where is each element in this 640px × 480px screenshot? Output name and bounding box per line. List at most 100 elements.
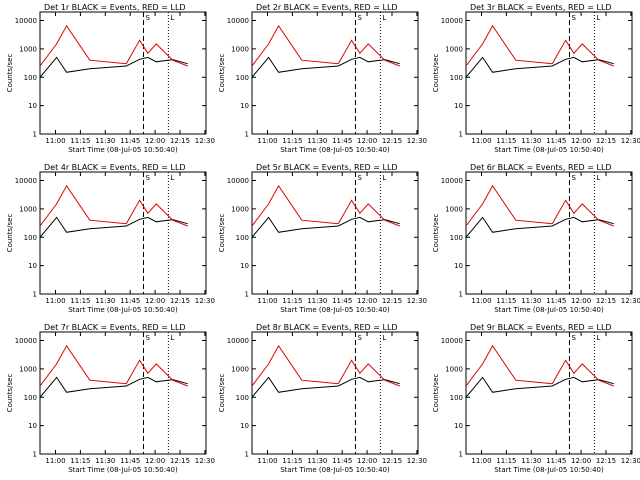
y-tick-label: 1000	[231, 45, 249, 53]
plot-frame	[39, 11, 207, 135]
panel-title: Det 2r BLACK = Events, RED = LLD	[256, 3, 398, 12]
x-tick-label: 11:45	[546, 457, 566, 465]
panel-title: Det 6r BLACK = Events, RED = LLD	[470, 163, 612, 172]
x-tick-label: 12:00	[357, 297, 377, 305]
y-axis-title: Counts/sec	[218, 374, 226, 413]
x-tick-label: 11:00	[471, 137, 491, 145]
x-tick-label: 11:00	[471, 297, 491, 305]
y-axis-title: Counts/sec	[218, 54, 226, 93]
series-line-events	[251, 376, 400, 398]
x-tick-label: 11:30	[307, 457, 327, 465]
x-tick-label: 11:15	[282, 297, 302, 305]
y-tick-label: 1000	[445, 45, 463, 53]
plot-frame	[39, 171, 207, 295]
x-tick-label: 12:15	[170, 137, 190, 145]
y-tick-label: 100	[24, 394, 37, 402]
marker-label: S	[145, 174, 150, 182]
x-tick-label: 12:15	[170, 457, 190, 465]
panel-title: Det 8r BLACK = Events, RED = LLD	[256, 323, 398, 332]
series-line-events	[39, 216, 188, 238]
x-tick-label: 12:15	[596, 137, 616, 145]
y-tick-label: 10000	[441, 337, 463, 345]
x-axis-title: Start Time (08-Jul-05 10:50:40)	[280, 306, 390, 314]
x-tick-label: 11:00	[45, 297, 65, 305]
y-tick-label: 10000	[15, 177, 37, 185]
x-tick-label: 12:15	[596, 457, 616, 465]
series-line-events	[39, 376, 188, 398]
series-line-events	[465, 56, 614, 78]
x-tick-label: 12:15	[382, 457, 402, 465]
x-tick-label: 11:00	[257, 137, 277, 145]
marker-label: L	[596, 334, 600, 342]
series-line-lld	[39, 24, 188, 67]
y-tick-label: 10000	[227, 177, 249, 185]
y-tick-label: 10	[28, 422, 37, 430]
x-tick-label: 11:45	[546, 297, 566, 305]
plot-frame	[465, 331, 633, 455]
panel-1: Det 1r BLACK = Events, RED = LLD 1 10 100 10…	[6, 3, 215, 154]
x-axis-title: Start Time (08-Jul-05 10:50:40)	[494, 306, 604, 314]
series-line-events	[465, 376, 614, 398]
y-tick-label: 1	[33, 451, 37, 459]
marker-label: L	[382, 334, 386, 342]
y-tick-label: 1	[459, 131, 463, 139]
plot-frame	[465, 11, 633, 135]
y-axis-title: Counts/sec	[6, 374, 14, 413]
y-tick-label: 100	[236, 394, 249, 402]
marker-label: S	[357, 334, 362, 342]
marker-label: S	[571, 334, 576, 342]
y-tick-label: 1000	[19, 365, 37, 373]
plot-frame	[251, 331, 419, 455]
y-tick-label: 10	[240, 102, 249, 110]
panel-8: Det 8r BLACK = Events, RED = LLD 1 10 100 10…	[218, 323, 427, 474]
y-tick-label: 1	[245, 291, 249, 299]
y-tick-label: 100	[450, 394, 463, 402]
x-axis-title: Start Time (08-Jul-05 10:50:40)	[280, 466, 390, 474]
y-axis-title: Counts/sec	[432, 214, 440, 253]
y-axis-title: Counts/sec	[6, 214, 14, 253]
series-line-events	[251, 56, 400, 78]
y-axis-title: Counts/sec	[218, 214, 226, 253]
x-tick-label: 11:45	[546, 137, 566, 145]
y-tick-label: 100	[450, 74, 463, 82]
x-tick-label: 12:30	[195, 137, 215, 145]
plot-frame	[251, 171, 419, 295]
x-tick-label: 11:30	[521, 457, 541, 465]
y-tick-label: 10000	[15, 337, 37, 345]
y-tick-label: 10000	[441, 17, 463, 25]
panel-2: Det 2r BLACK = Events, RED = LLD 1 10 100 10…	[218, 3, 427, 154]
marker-label: S	[145, 14, 150, 22]
marker-label: S	[357, 14, 362, 22]
y-tick-label: 1000	[19, 45, 37, 53]
x-tick-label: 11:45	[120, 297, 140, 305]
panel-9: Det 9r BLACK = Events, RED = LLD 1 10 100 10…	[432, 323, 640, 474]
y-tick-label: 1000	[231, 205, 249, 213]
series-line-events	[39, 56, 188, 78]
series-line-lld	[465, 24, 614, 67]
x-tick-label: 11:00	[45, 457, 65, 465]
x-tick-label: 12:15	[170, 297, 190, 305]
y-tick-label: 100	[236, 234, 249, 242]
x-tick-label: 12:30	[621, 137, 640, 145]
panel-3: Det 3r BLACK = Events, RED = LLD 1 10 100 10…	[432, 3, 640, 154]
y-tick-label: 10000	[441, 177, 463, 185]
plot-frame	[465, 171, 633, 295]
y-tick-label: 100	[24, 234, 37, 242]
y-tick-label: 10	[454, 422, 463, 430]
x-tick-label: 11:30	[307, 297, 327, 305]
x-tick-label: 12:30	[407, 137, 427, 145]
x-tick-label: 12:30	[407, 297, 427, 305]
x-tick-label: 12:30	[407, 457, 427, 465]
marker-label: L	[596, 174, 600, 182]
plot-frame	[39, 331, 207, 455]
panel-title: Det 3r BLACK = Events, RED = LLD	[470, 3, 612, 12]
y-tick-label: 1000	[445, 205, 463, 213]
marker-label: S	[145, 334, 150, 342]
y-tick-label: 1000	[231, 365, 249, 373]
x-axis-title: Start Time (08-Jul-05 10:50:40)	[494, 146, 604, 154]
x-tick-label: 11:00	[257, 297, 277, 305]
series-line-events	[465, 216, 614, 238]
marker-label: S	[571, 14, 576, 22]
x-tick-label: 12:00	[571, 457, 591, 465]
x-tick-label: 11:45	[120, 137, 140, 145]
